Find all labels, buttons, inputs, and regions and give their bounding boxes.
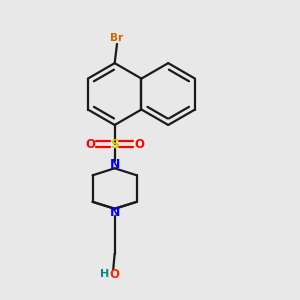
- Text: N: N: [110, 158, 120, 171]
- Text: H: H: [100, 269, 109, 279]
- Text: O: O: [85, 138, 95, 151]
- Text: O: O: [110, 268, 120, 281]
- Text: N: N: [110, 206, 120, 219]
- Text: O: O: [134, 138, 144, 151]
- Text: S: S: [110, 138, 119, 151]
- Text: Br: Br: [110, 32, 124, 43]
